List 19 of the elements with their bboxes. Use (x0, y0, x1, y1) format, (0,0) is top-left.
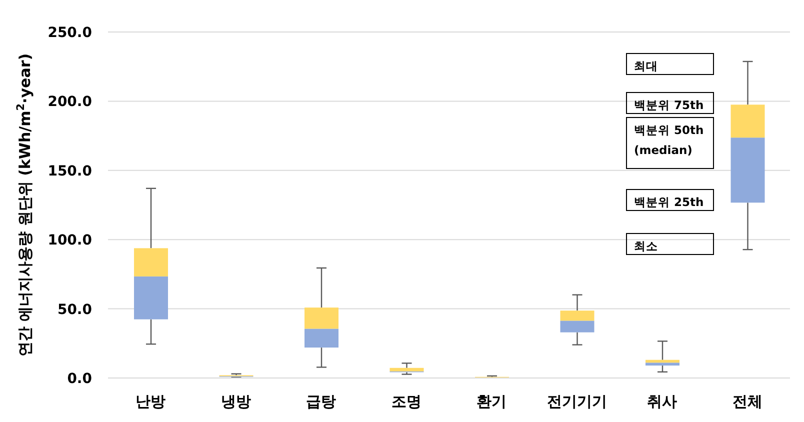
x-tick-label: 전기기기 (546, 392, 607, 411)
annotation: 백분위 25th (634, 195, 704, 209)
x-tick-label: 난방 (136, 392, 166, 411)
x-tick-label: 환기 (476, 392, 507, 411)
annotation: 백분위 75th (634, 98, 704, 112)
x-tick-label: 취사 (647, 392, 678, 411)
y-tick-label: 100.0 (48, 232, 92, 249)
y-tick-label: 150.0 (48, 163, 92, 180)
x-tick-label: 급탕 (306, 392, 336, 411)
x-tick-label: 전체 (732, 392, 762, 411)
x-tick-label: 냉방 (220, 392, 251, 411)
annotation: 백분위 50th (median) (634, 123, 704, 157)
y-tick-label: 50.0 (57, 302, 92, 318)
y-tick-label: 250.0 (48, 24, 92, 41)
annotation: 최대 (634, 59, 658, 73)
y-tick-label: 200.0 (48, 94, 92, 110)
y-tick-label: 0.0 (67, 370, 92, 387)
x-tick-label: 조명 (391, 392, 422, 411)
annotation: 최소 (634, 239, 658, 253)
